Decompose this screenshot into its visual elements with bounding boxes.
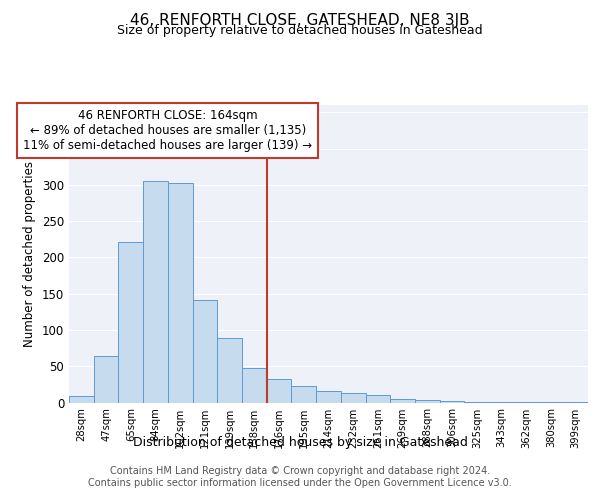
- Text: 46, RENFORTH CLOSE, GATESHEAD, NE8 3JB: 46, RENFORTH CLOSE, GATESHEAD, NE8 3JB: [130, 12, 470, 28]
- Bar: [168, 182, 193, 402]
- Bar: [118, 242, 143, 402]
- Bar: [415, 400, 440, 402]
- Bar: [341, 393, 365, 402]
- Text: Distribution of detached houses by size in Gateshead: Distribution of detached houses by size …: [133, 436, 467, 449]
- Bar: [267, 380, 292, 402]
- Bar: [69, 396, 94, 402]
- Bar: [316, 391, 341, 402]
- Bar: [292, 386, 316, 402]
- Text: Size of property relative to detached houses in Gateshead: Size of property relative to detached ho…: [117, 24, 483, 37]
- Bar: [143, 181, 168, 402]
- Bar: [242, 368, 267, 402]
- Text: 46 RENFORTH CLOSE: 164sqm
← 89% of detached houses are smaller (1,135)
11% of se: 46 RENFORTH CLOSE: 164sqm ← 89% of detac…: [23, 108, 313, 152]
- Bar: [193, 300, 217, 402]
- Y-axis label: Number of detached properties: Number of detached properties: [23, 161, 37, 347]
- Bar: [440, 401, 464, 402]
- Text: Contains HM Land Registry data © Crown copyright and database right 2024.
Contai: Contains HM Land Registry data © Crown c…: [88, 466, 512, 487]
- Bar: [217, 338, 242, 402]
- Bar: [390, 399, 415, 402]
- Bar: [94, 356, 118, 403]
- Bar: [365, 394, 390, 402]
